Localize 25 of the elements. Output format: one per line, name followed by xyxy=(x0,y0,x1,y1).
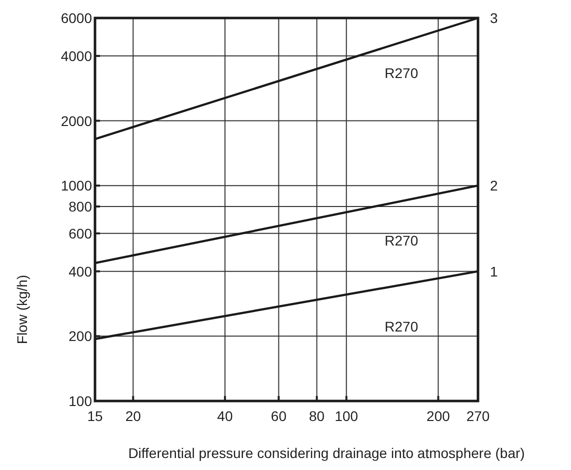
y-tick-label: 600 xyxy=(68,225,92,242)
x-tick-label: 15 xyxy=(87,408,103,424)
series-label: 1 xyxy=(490,263,498,280)
annotation: R270 xyxy=(384,318,418,334)
x-tick-label: 200 xyxy=(426,408,450,424)
x-tick-label: 40 xyxy=(217,408,233,424)
series-label: 2 xyxy=(490,178,498,194)
y-axis-title: Flow (kg/h) xyxy=(14,274,30,344)
x-tick-label: 100 xyxy=(334,408,358,424)
y-tick-label: 4000 xyxy=(60,48,92,64)
series-label: 3 xyxy=(490,10,498,26)
x-tick-label: 20 xyxy=(125,408,142,424)
x-tick-label: 80 xyxy=(309,408,325,424)
x-tick-label: 60 xyxy=(270,408,287,424)
annotation: R270 xyxy=(384,65,418,81)
y-tick-label: 800 xyxy=(68,198,92,214)
y-tick-label: 1000 xyxy=(60,178,92,194)
annotation: R270 xyxy=(384,232,418,249)
y-tick-label: 6000 xyxy=(60,10,92,26)
x-axis-title: Differential pressure considering drainage into atmosphere (bar) xyxy=(128,445,525,461)
y-tick-label: 2000 xyxy=(60,112,92,129)
x-tick-label: 270 xyxy=(466,408,490,424)
y-tick-label: 400 xyxy=(68,263,92,280)
y-tick-label: 200 xyxy=(68,328,92,344)
y-tick-label: 100 xyxy=(68,393,92,409)
